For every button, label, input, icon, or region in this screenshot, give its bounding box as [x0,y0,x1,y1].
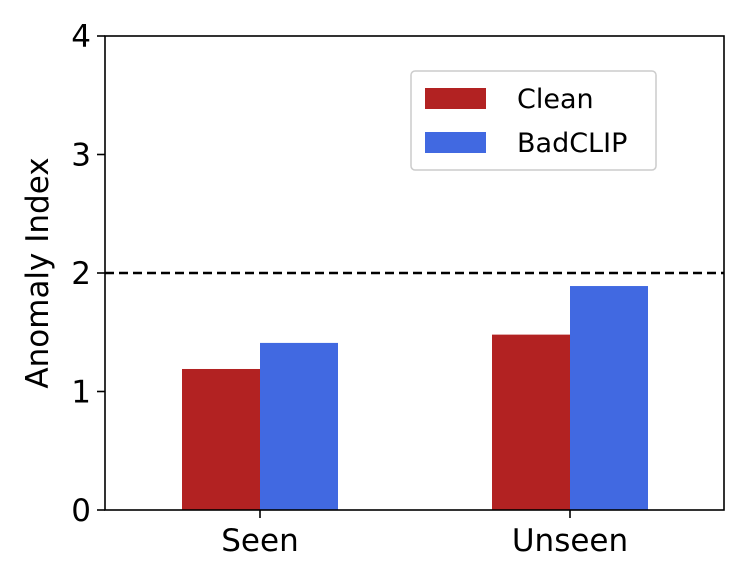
y-axis-title: Anomaly Index [20,157,56,388]
bar-clean-seen [182,368,260,510]
legend-label-clean: Clean [517,84,594,115]
y-axis: 0 1 2 3 4 [71,19,105,529]
legend: Clean BadCLIP [410,70,657,171]
bar-clean-unseen [492,334,570,510]
legend-swatch-clean [425,88,486,109]
legend-label-badclip: BadCLIP [517,128,627,159]
y-tick-label: 1 [71,375,91,411]
bar-badclip-unseen [570,286,648,510]
legend-swatch-badclip [425,132,486,153]
x-tick-label: Seen [221,523,298,559]
x-axis: Seen Unseen [221,510,628,559]
y-tick-label: 0 [71,493,91,529]
y-tick-label: 4 [71,19,91,55]
bar-group [182,286,648,510]
bar-badclip-seen [260,342,338,510]
x-tick-label: Unseen [512,523,628,559]
y-tick-label: 2 [71,256,91,292]
y-tick-label: 3 [71,138,91,174]
